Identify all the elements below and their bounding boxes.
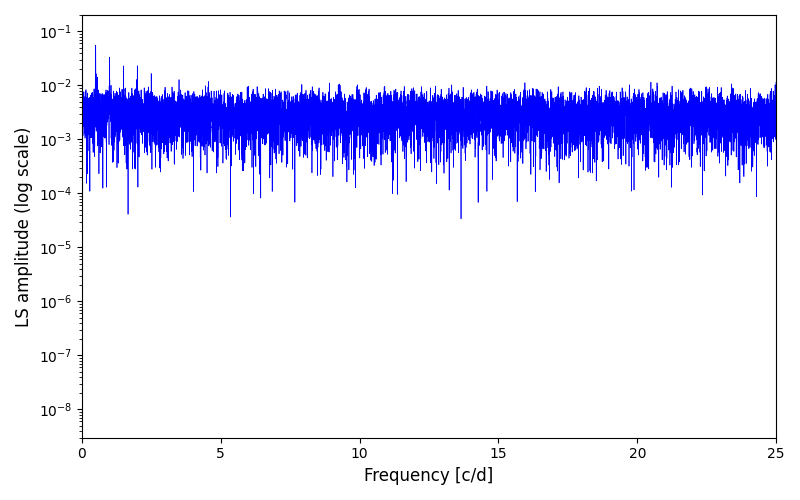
X-axis label: Frequency [c/d]: Frequency [c/d] [364,467,494,485]
Y-axis label: LS amplitude (log scale): LS amplitude (log scale) [15,126,33,326]
